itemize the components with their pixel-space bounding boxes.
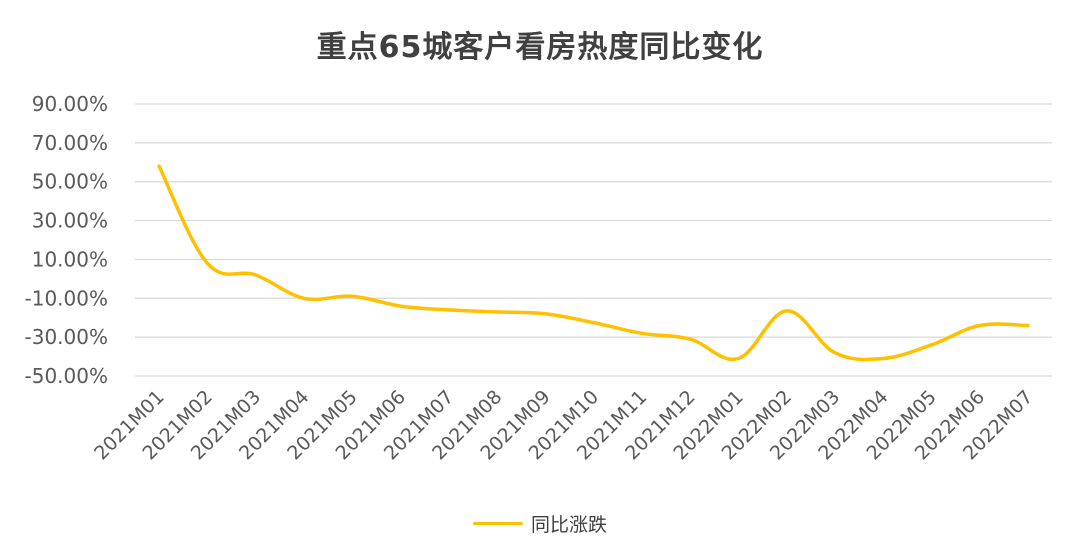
gridlines	[135, 103, 1052, 377]
y-tick-label: -30.00%	[25, 325, 108, 349]
series-line	[157, 164, 1030, 362]
series-layer	[157, 164, 1030, 362]
y-tick-label: 10.00%	[32, 247, 108, 271]
y-tick-label: -50.00%	[25, 364, 108, 388]
y-axis-tick-labels: 90.00% 70.00% 50.00% 30.00% 10.00% -10.00% -30…	[25, 92, 108, 388]
y-tick-label: -10.00%	[25, 286, 108, 310]
legend: 同比涨跌	[0, 510, 1080, 537]
legend-label: 同比涨跌	[530, 514, 607, 536]
y-tick-label: 90.00%	[32, 92, 108, 116]
chart-title: 重点65城客户看房热度同比变化	[316, 30, 764, 65]
legend-swatch	[472, 522, 523, 525]
x-axis-tick-labels: 2021M012021M022021M032021M042021M052021M…	[90, 386, 1037, 464]
y-tick-label: 50.00%	[32, 170, 108, 194]
y-tick-label: 30.00%	[32, 209, 108, 233]
y-tick-label: 70.00%	[32, 131, 108, 155]
